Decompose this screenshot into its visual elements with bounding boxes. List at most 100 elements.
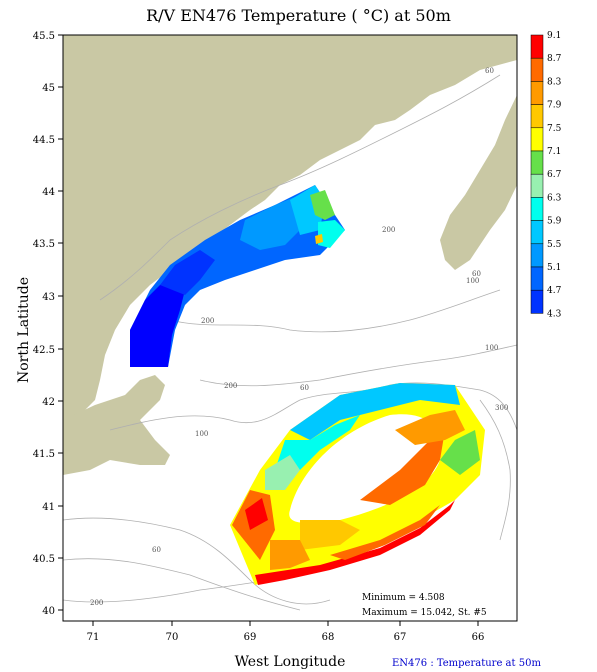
transect-gulf-of-maine xyxy=(130,185,345,367)
legend-label: 7.9 xyxy=(547,101,562,111)
land-layer xyxy=(63,35,517,475)
transect-georges-bank xyxy=(230,383,485,585)
contour-line xyxy=(479,399,511,541)
temperature-zone-5-9 xyxy=(290,383,460,440)
legend-swatch xyxy=(530,104,544,129)
y-tick-label: 42 xyxy=(42,397,55,408)
temperature-field-georges xyxy=(230,383,485,585)
footer-caption: EN476 : Temperature at 50m xyxy=(392,658,541,669)
x-axis-title: West Longitude xyxy=(235,654,346,670)
x-tick-labels: 71 70 69 68 67 66 xyxy=(87,632,485,643)
temperature-zone-8-7 xyxy=(330,505,440,560)
map-title: R/V EN476 Temperature ( °C) at 50m xyxy=(146,6,451,25)
y-axis-title: North Latitude xyxy=(16,277,32,383)
y-tick-label: 42.5 xyxy=(33,345,55,356)
legend-label: 9.1 xyxy=(547,31,561,41)
temperature-zone-6-7 xyxy=(310,190,335,220)
temperature-zone-6-3 xyxy=(275,415,360,470)
x-tick-label: 67 xyxy=(394,632,407,643)
legend-swatch xyxy=(530,150,544,175)
contour-label: 100 xyxy=(485,344,498,352)
y-tick-label: 43 xyxy=(42,292,55,303)
land-nova-scotia xyxy=(440,95,517,270)
x-tick-label: 71 xyxy=(87,632,100,643)
contour-label: 100 xyxy=(466,277,479,285)
temperature-zone-6-3 xyxy=(318,220,345,248)
contour-line xyxy=(62,517,331,605)
map-frame xyxy=(62,34,518,622)
y-tick-label: 40.5 xyxy=(33,554,55,565)
temperature-zone-7-1 xyxy=(440,430,480,475)
contour-label: 200 xyxy=(382,226,395,234)
contour-label: 60 xyxy=(300,384,309,392)
x-tick-label: 66 xyxy=(472,632,485,643)
legend-swatch xyxy=(530,243,544,268)
y-tick-label: 41 xyxy=(42,502,55,513)
x-axis xyxy=(92,621,479,626)
y-tick-label: 40 xyxy=(42,606,55,617)
x-tick-label: 70 xyxy=(166,632,179,643)
temperature-zone-8-3 xyxy=(270,540,310,570)
legend-label: 6.3 xyxy=(547,193,562,203)
contour-line xyxy=(62,558,301,611)
temperature-zone-8-3 xyxy=(395,410,465,445)
y-tick-label: 45.5 xyxy=(33,31,55,42)
contour-label-layer: 60 200 100 60 200 100 100 200 300 60 60 … xyxy=(90,67,508,607)
legend-swatch xyxy=(530,127,544,152)
maximum-stat: Maximum = 15.042, St. #5 xyxy=(362,608,487,618)
legend-label: 6.7 xyxy=(547,170,562,180)
temperature-zone-6-7 xyxy=(265,455,300,490)
contour-label: 200 xyxy=(90,599,103,607)
contour-label: 60 xyxy=(152,546,161,554)
contour-line xyxy=(99,74,501,301)
contour-label: 100 xyxy=(195,430,208,438)
legend-swatch xyxy=(530,57,544,82)
contour-label: 200 xyxy=(224,382,237,390)
minimum-stat: Minimum = 4.508 xyxy=(362,593,445,603)
legend-label: 5.9 xyxy=(547,217,562,227)
legend-label: 5.5 xyxy=(547,240,562,250)
y-axis xyxy=(58,34,63,611)
y-tick-label: 41.5 xyxy=(33,449,55,460)
color-legend: 9.1 8.7 8.3 7.9 7.5 7.1 6.7 6.3 5.9 5.5 5.1 4.7 4.3 xyxy=(530,31,562,319)
y-tick-label: 43.5 xyxy=(33,239,55,250)
y-tick-label: 44.5 xyxy=(33,135,55,146)
legend-label: 4.7 xyxy=(547,286,562,296)
legend-label: 7.5 xyxy=(547,124,562,134)
contour-line xyxy=(169,289,501,333)
temperature-zone-5-1 xyxy=(160,250,215,295)
legend-swatch xyxy=(530,289,544,314)
legend-swatch xyxy=(530,220,544,245)
x-tick-label: 68 xyxy=(322,632,335,643)
legend-swatch xyxy=(530,266,544,291)
x-tick-label: 69 xyxy=(244,632,257,643)
contour-layer xyxy=(62,74,518,611)
contour-label: 60 xyxy=(485,67,494,75)
legend-label: 5.1 xyxy=(547,263,561,273)
y-tick-label: 44 xyxy=(42,187,55,198)
y-tick-labels: 45.5 45 44.5 44 43.5 43 42.5 42 41.5 41 … xyxy=(33,31,55,617)
legend-label: 8.3 xyxy=(547,77,562,87)
contour-line xyxy=(199,344,518,387)
y-tick-label: 45 xyxy=(42,83,55,94)
temperature-zone-7-9 xyxy=(300,520,360,550)
temperature-zone-5-5 xyxy=(240,195,305,250)
legend-swatch xyxy=(530,81,544,105)
temperature-zone-4-3 xyxy=(130,275,185,367)
contour-label: 60 xyxy=(472,270,481,278)
contour-label: 300 xyxy=(495,404,508,412)
legend-swatch xyxy=(530,197,544,221)
contour-line xyxy=(109,382,518,431)
contour-label: 200 xyxy=(201,317,214,325)
legend-swatch xyxy=(530,173,544,198)
land-maine-coast xyxy=(63,35,517,422)
temperature-zone-9-1 xyxy=(245,498,268,530)
temperature-zone-8-7 xyxy=(360,430,445,505)
temperature-zone-9-1 xyxy=(255,500,455,585)
legend-label: 8.7 xyxy=(547,54,562,64)
legend-swatch xyxy=(530,34,544,59)
legend-label: 7.1 xyxy=(547,147,561,157)
temperature-zone-7-9 xyxy=(315,234,323,244)
legend-label: 4.3 xyxy=(547,309,562,319)
